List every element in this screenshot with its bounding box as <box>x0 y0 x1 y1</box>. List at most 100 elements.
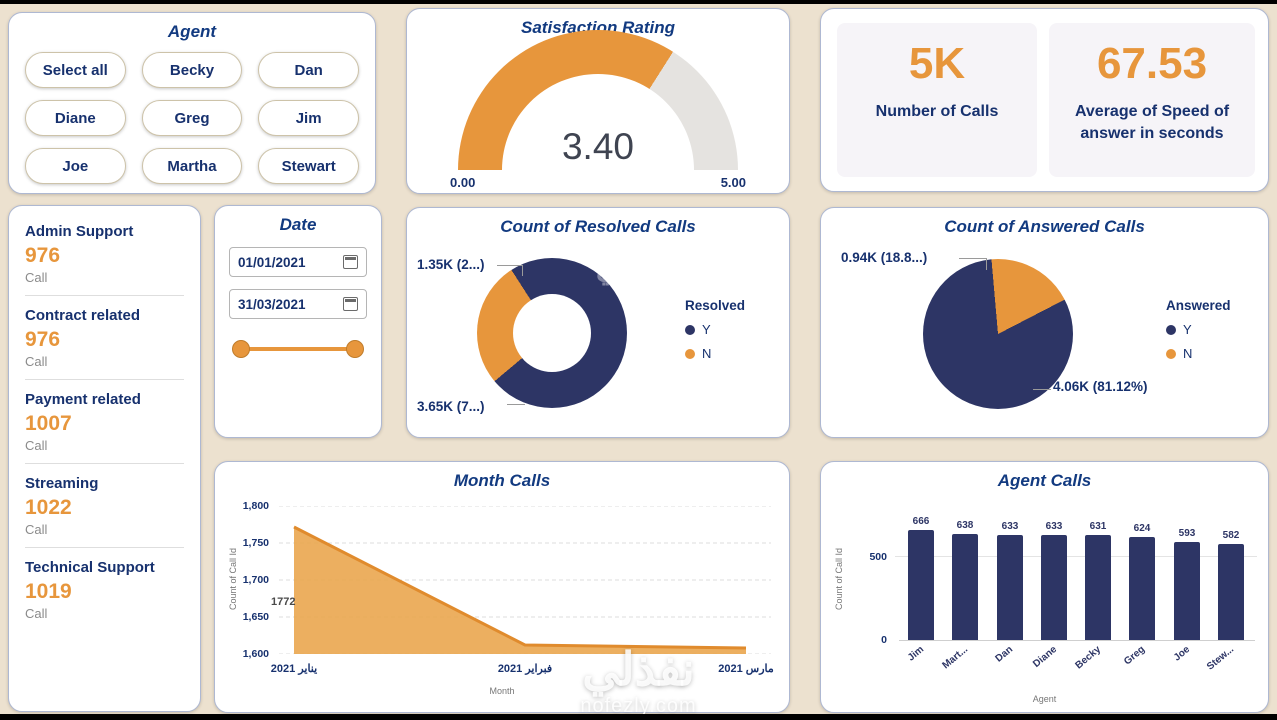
legend-item-n[interactable]: N <box>685 346 745 361</box>
callout-line <box>522 265 523 276</box>
legend-label: Y <box>1183 322 1192 337</box>
bar-diane[interactable] <box>1041 535 1067 640</box>
gridline-500 <box>895 556 1257 557</box>
agent-x-axis: Jim Mart... Dan Diane Becky Greg Joe Stew... <box>899 642 1253 690</box>
gauge-min-label: 0.00 <box>450 175 476 190</box>
gauge-max-label: 5.00 <box>720 175 746 190</box>
callout-answered-y: 4.06K (81.12%) <box>1053 379 1148 394</box>
legend-item-y[interactable]: Y <box>1166 322 1231 337</box>
agent-button-diane[interactable]: Diane <box>25 100 126 136</box>
answered-legend: Answered Y N <box>1166 298 1231 361</box>
month-point-label: 1772 <box>271 596 296 608</box>
category-item-contract-related[interactable]: Contract related 976 Call <box>25 296 184 380</box>
agent-x-axis-title: Agent <box>1032 694 1057 704</box>
callout-line <box>986 258 987 270</box>
kpi-number-of-calls: 5K Number of Calls <box>837 23 1037 177</box>
date-range-slider[interactable] <box>232 339 364 359</box>
cat-unit: Call <box>25 270 48 285</box>
legend-label: N <box>702 346 712 361</box>
bar-greg[interactable] <box>1129 537 1155 640</box>
legend-title: Answered <box>1166 298 1231 313</box>
cat-value: 1007 <box>25 412 72 435</box>
agent-button-becky[interactable]: Becky <box>141 52 243 88</box>
month-calls-panel: Month Calls Count of Call Id 1,800 1,750 1… <box>214 461 790 713</box>
category-list: Admin Support 976 Call Contract related 976 C… <box>25 212 184 631</box>
agent-button-stewart[interactable]: Stewart <box>258 148 359 184</box>
top-edge-bar <box>0 0 1277 4</box>
callout-line <box>959 258 987 259</box>
agent-calls-chart[interactable]: 666 638 633 633 631 624 593 582 <box>895 516 1257 640</box>
agent-calls-panel: Agent Calls Count of Call Id 500 0 666 638… <box>820 461 1269 713</box>
month-y-tick: 1,650 <box>242 611 269 623</box>
bar-value-label: 631 <box>1089 521 1107 532</box>
bar-becky[interactable] <box>1085 535 1111 640</box>
bar-value-label: 633 <box>1001 521 1019 532</box>
month-x-tick: 2021 مارس <box>718 663 774 675</box>
start-date-value: 01/01/2021 <box>238 254 306 270</box>
answered-pie-chart[interactable] <box>923 259 1073 409</box>
bar-mart[interactable] <box>952 534 978 640</box>
cat-value: 1019 <box>25 580 72 603</box>
gauge-value: 3.40 <box>561 126 634 167</box>
slider-handle-start[interactable] <box>232 340 250 358</box>
cat-value: 1022 <box>25 496 72 519</box>
bar-value-label: 638 <box>956 520 974 531</box>
cat-name: Contract related <box>25 307 141 324</box>
agent-button-select-all[interactable]: Select all <box>25 52 126 88</box>
end-date-input[interactable]: 31/03/2021 <box>229 289 367 319</box>
resolved-donut-chart[interactable] <box>477 258 627 408</box>
category-item-streaming[interactable]: Streaming 1022 Call <box>25 464 184 548</box>
cat-value: 976 <box>25 328 61 351</box>
start-date-input[interactable]: 01/01/2021 <box>229 247 367 277</box>
agent-y-tick: 500 <box>869 551 887 563</box>
resolved-chart-title: Count of Resolved Calls <box>500 217 696 236</box>
cat-name: Technical Support <box>25 559 155 576</box>
callout-resolved-y: 3.65K (7...) <box>417 399 485 414</box>
category-item-payment-related[interactable]: Payment related 1007 Call <box>25 380 184 464</box>
category-item-technical-support[interactable]: Technical Support 1019 Call <box>25 548 184 631</box>
legend-label: Y <box>702 322 711 337</box>
agent-y-axis: 500 0 <box>851 524 891 646</box>
legend-item-n[interactable]: N <box>1166 346 1231 361</box>
calendar-icon[interactable] <box>343 255 358 269</box>
kpi-label: Average of Speed of answer in seconds <box>1074 103 1230 142</box>
cat-name: Admin Support <box>25 223 134 240</box>
month-x-axis-title: Month <box>489 686 515 696</box>
cat-value: 976 <box>25 244 61 267</box>
legend-dot <box>1166 324 1176 335</box>
agent-button-martha[interactable]: Martha <box>141 148 243 184</box>
answered-calls-panel: Count of Answered Calls 0.94K (18.8...) … <box>820 207 1269 438</box>
agent-y-tick: 0 <box>881 634 887 646</box>
legend-dot <box>685 348 695 359</box>
callout-line <box>497 265 523 266</box>
month-chart-title: Month Calls <box>453 471 551 490</box>
slider-handle-end[interactable] <box>346 340 364 358</box>
month-y-tick: 1,800 <box>242 500 269 512</box>
answered-chart-title: Count of Answered Calls <box>944 217 1145 236</box>
legend-label: N <box>1183 346 1193 361</box>
agent-button-greg[interactable]: Greg <box>141 100 243 136</box>
calendar-icon[interactable] <box>343 297 358 311</box>
agent-chart-title: Agent Calls <box>997 471 1092 490</box>
satisfaction-gauge[interactable]: 3.40 0.00 5.00 <box>438 30 758 192</box>
bar-jim[interactable] <box>908 530 934 640</box>
bar-value-label: 633 <box>1045 521 1063 532</box>
agent-buttons: Select all Becky Dan Diane Greg Jim Joe Martha S… <box>25 52 359 184</box>
date-slicer-panel: Date 01/01/2021 31/03/2021 <box>214 205 382 438</box>
callout-answered-n: 0.94K (18.8...) <box>841 250 928 265</box>
month-calls-chart[interactable] <box>279 505 771 655</box>
bar-stew[interactable] <box>1218 544 1244 640</box>
cat-name: Payment related <box>25 391 141 408</box>
legend-title: Resolved <box>685 298 746 313</box>
agent-button-joe[interactable]: Joe <box>25 148 126 184</box>
resolved-calls-panel: Count of Resolved Calls 1.35K (2...) 3.6… <box>406 207 790 438</box>
resolved-legend: Resolved Y N <box>685 298 745 361</box>
bar-joe[interactable] <box>1174 542 1200 640</box>
agent-button-dan[interactable]: Dan <box>258 52 359 88</box>
kpi-value: 67.53 <box>1096 39 1208 88</box>
agent-button-jim[interactable]: Jim <box>258 100 359 136</box>
bar-dan[interactable] <box>997 535 1023 640</box>
legend-item-y[interactable]: Y <box>685 322 745 337</box>
bar-value-label: 666 <box>912 516 930 527</box>
category-item-admin-support[interactable]: Admin Support 976 Call <box>25 212 184 296</box>
